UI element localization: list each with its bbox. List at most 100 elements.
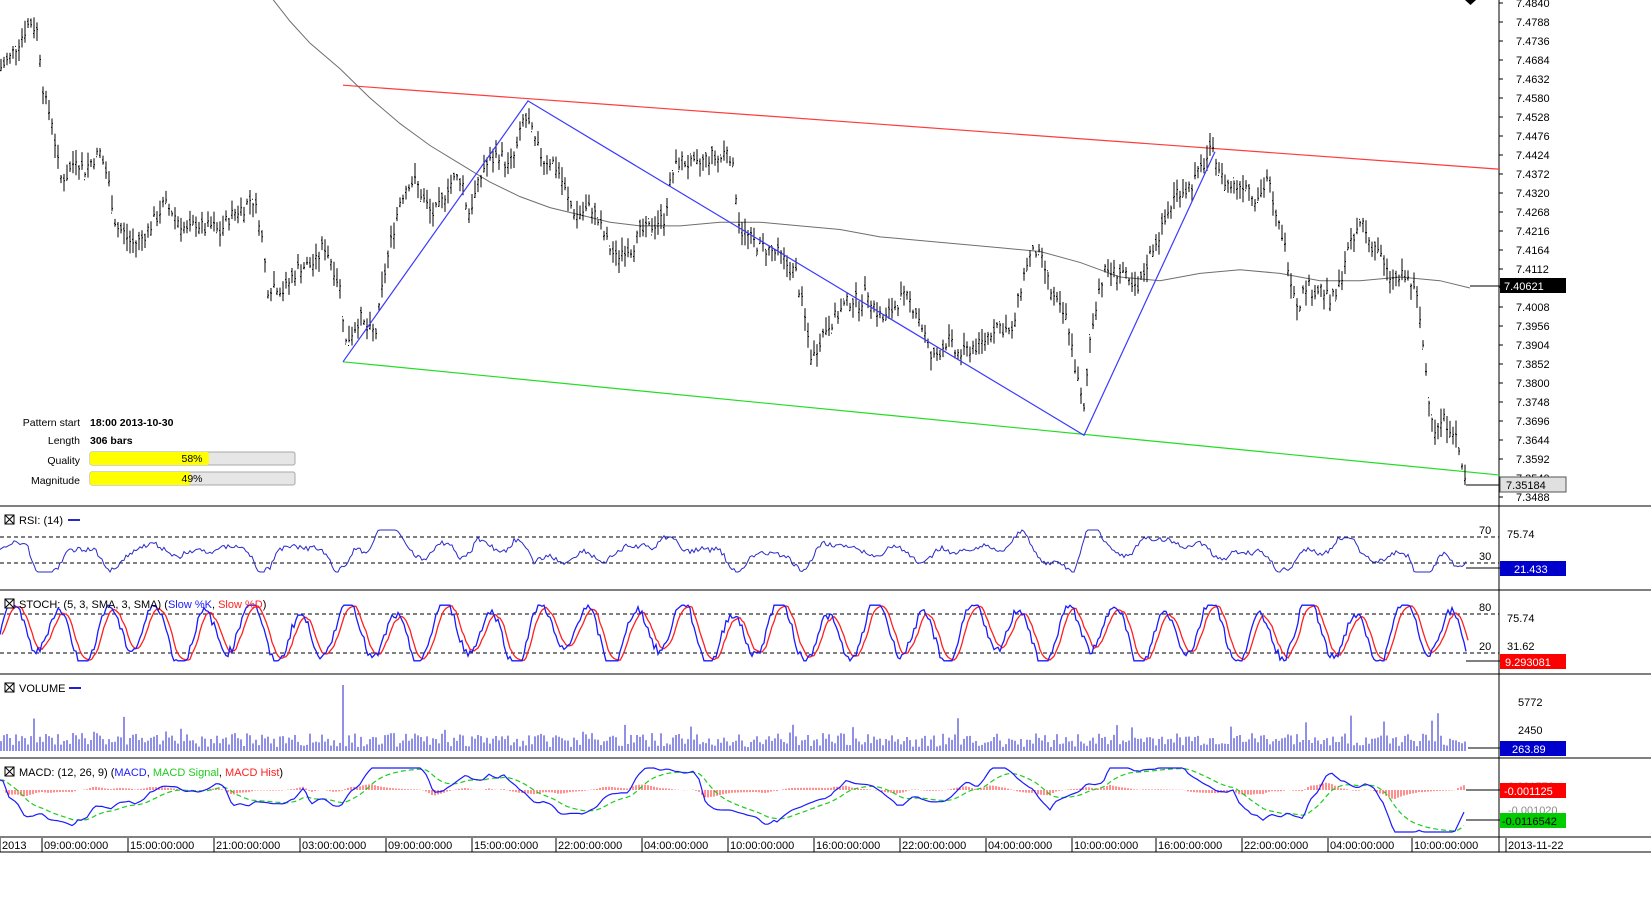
macd-name: MACD bbox=[114, 767, 146, 779]
rsi-panel bbox=[0, 529, 1651, 591]
price-tick-label: 7.4840 bbox=[1516, 0, 1550, 10]
stoch-collapse-cross bbox=[4, 598, 15, 609]
pattern-start-value: 18:00 2013-10-30 bbox=[90, 417, 174, 429]
price-tick-label: 7.3488 bbox=[1516, 492, 1550, 504]
time-axis: 2013 09:00:00:000 15:00:00:000 21:00:00:000… bbox=[0, 838, 1651, 853]
rsi-current-label: 21.433 bbox=[1514, 564, 1548, 576]
stoch-title-suffix: ) bbox=[263, 599, 267, 611]
support-line bbox=[342, 361, 1501, 476]
time-tick-label: 22:00:00:000 bbox=[902, 840, 966, 852]
pattern-info-box: Pattern start 18:00 2013-10-30 Length 30… bbox=[23, 417, 296, 487]
volume-title-text: VOLUME bbox=[19, 683, 65, 695]
magnitude-label: Magnitude bbox=[31, 475, 80, 487]
macd-title: MACD: (12, 26, 9) (MACD, MACD Signal, MA… bbox=[4, 766, 283, 779]
stoch-k-name: Slow %K bbox=[168, 599, 213, 611]
stoch-axis-mid: 31.62 bbox=[1507, 641, 1535, 653]
price-tick-label: 7.3644 bbox=[1516, 435, 1550, 447]
macd-sep1: , bbox=[147, 767, 153, 779]
macd-green-box bbox=[1500, 813, 1566, 828]
right-axis-labels: 7.40621 7.35184 75.74 21.433 70 30 75.74… bbox=[1479, 278, 1567, 828]
volume-panel bbox=[0, 685, 1651, 759]
time-tick-label: 10:00:00:000 bbox=[1074, 840, 1138, 852]
price-tick-label: 7.4736 bbox=[1516, 36, 1550, 48]
stoch-current-label: 9.293081 bbox=[1505, 657, 1551, 669]
rsi-title: RSI: (14) bbox=[4, 514, 80, 527]
macd-sep2: , bbox=[219, 767, 225, 779]
time-tick-label: 09:00:00:000 bbox=[388, 840, 452, 852]
price-tick-label: 7.4164 bbox=[1516, 245, 1550, 257]
price-tick-label: 7.4112 bbox=[1516, 264, 1549, 276]
rsi-collapse-cross bbox=[4, 514, 15, 525]
price-tick-label: 7.4476 bbox=[1516, 131, 1550, 143]
macd-line bbox=[0, 767, 1465, 833]
price-tick-label: 7.4528 bbox=[1516, 112, 1550, 124]
macd-green-label: -0.0116542 bbox=[1502, 816, 1557, 828]
stoch-axis-top: 75.74 bbox=[1507, 613, 1535, 625]
magnitude-bar-fill bbox=[90, 472, 191, 485]
stoch-level-80: 80 bbox=[1479, 602, 1491, 614]
macd-red-label: -0.001125 bbox=[1504, 786, 1553, 798]
stoch-panel bbox=[0, 603, 1651, 675]
price-tick-label: 7.4216 bbox=[1516, 226, 1550, 238]
macd-title-text: MACD: (12, 26, 9) (MACD, MACD Signal, MA… bbox=[19, 767, 283, 779]
rsi-title-text: RSI: (14) bbox=[19, 515, 63, 527]
stoch-k-line bbox=[0, 603, 1467, 663]
quality-label: Quality bbox=[47, 455, 80, 467]
time-tick-label: 04:00:00:000 bbox=[988, 840, 1052, 852]
resistance-line bbox=[342, 84, 1501, 170]
stoch-title-prefix: STOCH: (5, 3, SMA, 3, SMA) ( bbox=[19, 599, 168, 611]
macd-title-suffix: ) bbox=[279, 767, 283, 779]
length-label: Length bbox=[48, 435, 80, 447]
price-tick-label: 7.3592 bbox=[1516, 454, 1550, 466]
rsi-current-box bbox=[1500, 561, 1566, 576]
scroll-marker-icon[interactable] bbox=[1465, 0, 1476, 5]
stoch-title: STOCH: (5, 3, SMA, 3, SMA) (Slow %K, Slo… bbox=[4, 598, 267, 611]
price-tick-label: 7.4788 bbox=[1516, 17, 1550, 29]
time-tick-label: 2013-11-22 bbox=[1508, 840, 1563, 852]
volume-axis-top: 5772 bbox=[1518, 697, 1542, 709]
stoch-d-name: Slow %D bbox=[218, 599, 263, 611]
rsi-level-70: 70 bbox=[1479, 525, 1491, 537]
price-tick-label: 7.4008 bbox=[1516, 302, 1550, 314]
rsi-axis-top: 75.74 bbox=[1507, 529, 1535, 541]
volume-current-label: 263.89 bbox=[1512, 744, 1546, 756]
price-tick-label: 7.3696 bbox=[1516, 416, 1550, 428]
price-tick-label: 7.4424 bbox=[1516, 150, 1550, 162]
volume-current-box bbox=[1500, 741, 1566, 756]
moving-average-line bbox=[272, 0, 1471, 289]
price-tick-label: 7.4268 bbox=[1516, 207, 1550, 219]
stoch-sep: , bbox=[212, 599, 218, 611]
price-tick-label: 7.3748 bbox=[1516, 397, 1550, 409]
macd-signal-name: MACD Signal bbox=[153, 767, 219, 779]
stoch-d-line bbox=[1, 605, 1469, 662]
pattern-zigzag-line bbox=[342, 100, 1216, 437]
rsi-line bbox=[0, 529, 1467, 574]
price-bars bbox=[0, 17, 1466, 486]
price-tick-label: 7.4684 bbox=[1516, 55, 1550, 67]
price-tick-label: 7.4320 bbox=[1516, 188, 1550, 200]
quality-value: 58% bbox=[181, 453, 202, 465]
macd-signal-line bbox=[0, 767, 1465, 832]
time-tick-label: 15:00:00:000 bbox=[474, 840, 538, 852]
volume-bars bbox=[0, 685, 1466, 751]
macd-red-box bbox=[1500, 783, 1566, 798]
volume-axis-mid: 2450 bbox=[1518, 725, 1542, 737]
price-tick-label: 7.4372 bbox=[1516, 169, 1550, 181]
macd-title-prefix: MACD: (12, 26, 9) ( bbox=[19, 767, 115, 779]
magnitude-value: 49% bbox=[181, 473, 202, 485]
stoch-level-20: 20 bbox=[1479, 641, 1491, 653]
current-price-label: 7.35184 bbox=[1506, 480, 1546, 492]
time-tick-label: 22:00:00:000 bbox=[558, 840, 622, 852]
price-tick-label: 7.3904 bbox=[1516, 340, 1550, 352]
ma-value-box bbox=[1500, 278, 1566, 293]
time-tick-label: 10:00:00:000 bbox=[1414, 840, 1478, 852]
price-panel: 7.4840 7.4788 7.4736 7.4684 7.4632 7.4580 7.45… bbox=[0, 0, 1651, 852]
volume-collapse-cross bbox=[4, 682, 15, 693]
current-price-box bbox=[1499, 476, 1567, 493]
time-tick-label: 21:00:00:000 bbox=[216, 840, 280, 852]
time-tick-label: 04:00:00:000 bbox=[1330, 840, 1394, 852]
time-tick-label: 2013 bbox=[2, 840, 26, 852]
time-tick-label: 03:00:00:000 bbox=[302, 840, 366, 852]
macd-panel bbox=[0, 767, 1651, 838]
